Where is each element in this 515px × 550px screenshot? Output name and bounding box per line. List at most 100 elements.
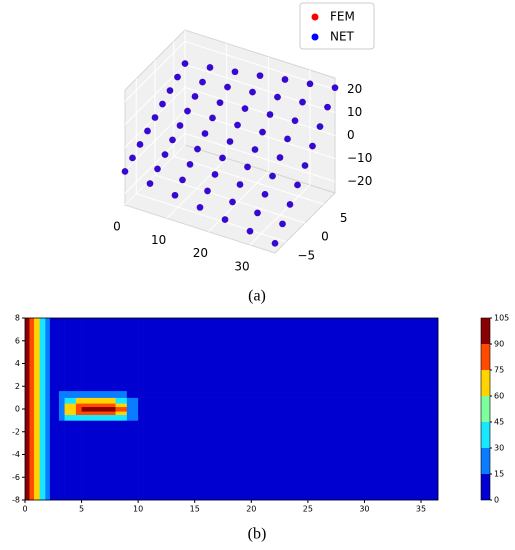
contour-cell	[75, 403, 82, 408]
grid-line	[154, 174, 306, 224]
contour-cell	[49, 318, 60, 392]
point	[174, 73, 181, 81]
x-tick-label: 30	[359, 505, 369, 514]
colorbar-label: 75	[494, 366, 504, 375]
contour-cell	[126, 411, 139, 415]
contour-cell	[25, 411, 30, 415]
contour-cell	[115, 390, 128, 398]
grid-line	[124, 110, 186, 171]
colorbar-label: 15	[494, 470, 504, 479]
contour-cell	[39, 397, 46, 404]
point	[286, 201, 294, 208]
contour-cell	[25, 414, 30, 421]
point	[281, 76, 289, 83]
contour-cell	[138, 403, 439, 408]
contour-cell	[45, 318, 51, 392]
point	[179, 176, 186, 184]
y-tick-label: 0	[321, 230, 329, 244]
point	[136, 141, 144, 148]
contour-cell	[64, 414, 77, 421]
point	[261, 191, 269, 198]
contour-cell	[58, 414, 65, 421]
contour-cell	[81, 420, 116, 501]
point	[266, 111, 274, 118]
point	[194, 145, 201, 153]
point	[254, 209, 261, 217]
contour-cell	[81, 318, 116, 392]
contour-cell	[49, 390, 60, 398]
contour-cell	[29, 406, 35, 412]
point	[181, 60, 189, 67]
contour-cell	[64, 390, 77, 398]
contour-cell	[34, 414, 41, 421]
point	[184, 107, 191, 115]
contour-cell	[58, 390, 65, 398]
contour-cell	[25, 403, 30, 408]
point	[309, 142, 316, 150]
point	[186, 161, 194, 168]
contour-cell	[138, 397, 439, 404]
colorbar-label: 0	[494, 496, 499, 505]
contour-cell	[126, 414, 139, 421]
caption-b: (b)	[248, 526, 267, 543]
colorbar-label: 30	[494, 444, 504, 453]
point	[276, 154, 284, 161]
contour-cell	[39, 318, 46, 392]
contour-cell	[115, 414, 128, 421]
x-tick-label: 25	[303, 505, 313, 514]
contour-cell	[115, 403, 128, 408]
legend-label: NET	[330, 30, 355, 44]
contour-cell	[64, 406, 77, 412]
contour-cell	[39, 403, 46, 408]
point	[191, 93, 199, 100]
contour-cell	[45, 397, 51, 404]
y-tick-label: -2	[12, 427, 20, 436]
point	[271, 240, 279, 247]
contour-cell	[34, 420, 41, 501]
point	[249, 88, 256, 96]
point	[121, 168, 129, 175]
point	[201, 130, 209, 137]
contour-cell	[25, 420, 30, 501]
contour-cell	[29, 397, 35, 404]
point	[236, 181, 244, 188]
legend-marker	[311, 13, 319, 21]
contour-cell	[29, 318, 35, 392]
point	[159, 100, 166, 108]
contour-cell	[29, 420, 35, 501]
contour-cell	[75, 411, 82, 415]
y-tick-label: -4	[12, 450, 20, 459]
point	[234, 121, 241, 129]
y-tick-label: 8	[15, 314, 20, 323]
point	[221, 216, 229, 223]
contour-cell	[75, 420, 82, 501]
contour-cell	[39, 411, 46, 415]
contour-cell	[64, 420, 77, 501]
point	[294, 181, 301, 189]
point	[306, 80, 314, 88]
point	[269, 172, 276, 180]
point	[196, 204, 204, 211]
colorbar-band	[481, 422, 490, 448]
point	[241, 105, 249, 112]
point	[284, 135, 291, 143]
contour-cell	[34, 403, 41, 408]
contour-cell	[39, 390, 46, 398]
point	[176, 122, 184, 129]
contour-cell	[34, 406, 41, 412]
z-tick-label: 20	[347, 82, 362, 96]
contour-cell	[34, 411, 41, 415]
colorbar-band	[481, 474, 490, 500]
contour-cell	[64, 403, 77, 408]
y-tick-label: -6	[12, 473, 20, 482]
point	[209, 114, 216, 122]
contour-cell	[49, 414, 60, 421]
contour-cell	[81, 411, 116, 415]
contour-cell	[126, 406, 139, 412]
contour-cell	[45, 390, 51, 398]
contour-cell	[75, 318, 82, 392]
contour-cell	[58, 406, 65, 412]
legend-box	[299, 2, 375, 50]
contour-cell	[138, 318, 439, 392]
